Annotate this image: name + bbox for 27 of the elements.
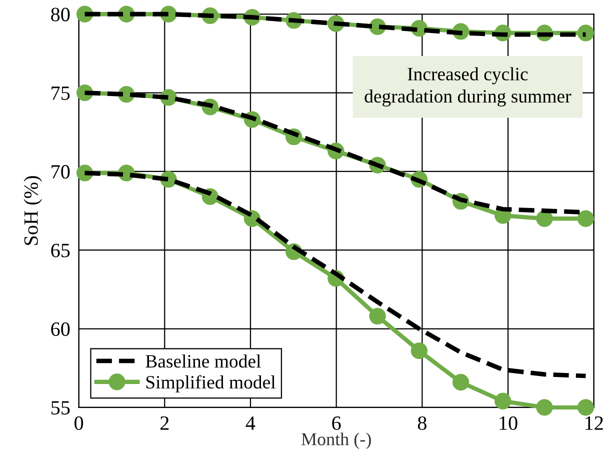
point bbox=[410, 342, 428, 360]
point bbox=[452, 374, 470, 391]
point bbox=[369, 308, 386, 325]
y-tick-label: 80 bbox=[51, 8, 70, 22]
point bbox=[536, 210, 553, 227]
y-tick-label: 70 bbox=[52, 165, 70, 179]
y-tick-label: 75 bbox=[52, 86, 70, 100]
point bbox=[577, 399, 594, 416]
y-tick-label: 55 bbox=[51, 401, 70, 415]
legend-label: Baseline model bbox=[146, 354, 261, 368]
x-axis-title: Month (-) bbox=[301, 432, 371, 449]
annotation: Increased cyclic degradation during summer bbox=[364, 67, 572, 107]
x-tick-label: 6 bbox=[332, 416, 341, 430]
x-tick-label: 10 bbox=[500, 416, 518, 430]
x-tick-label: 12 bbox=[586, 416, 603, 430]
y-tick-label: 60 bbox=[51, 322, 70, 336]
point bbox=[494, 392, 512, 410]
x-tick-label: 2 bbox=[160, 416, 169, 430]
y-tick-label: 65 bbox=[51, 244, 70, 258]
x-tick-label: 8 bbox=[418, 416, 426, 430]
x-tick-label: 4 bbox=[246, 416, 256, 430]
point bbox=[536, 399, 553, 416]
y-axis-title: SoH (%) bbox=[24, 176, 42, 245]
point bbox=[577, 24, 594, 42]
x-tick-label: 0 bbox=[74, 416, 84, 430]
point bbox=[577, 210, 594, 227]
legend-label: Simplified model bbox=[146, 375, 276, 392]
